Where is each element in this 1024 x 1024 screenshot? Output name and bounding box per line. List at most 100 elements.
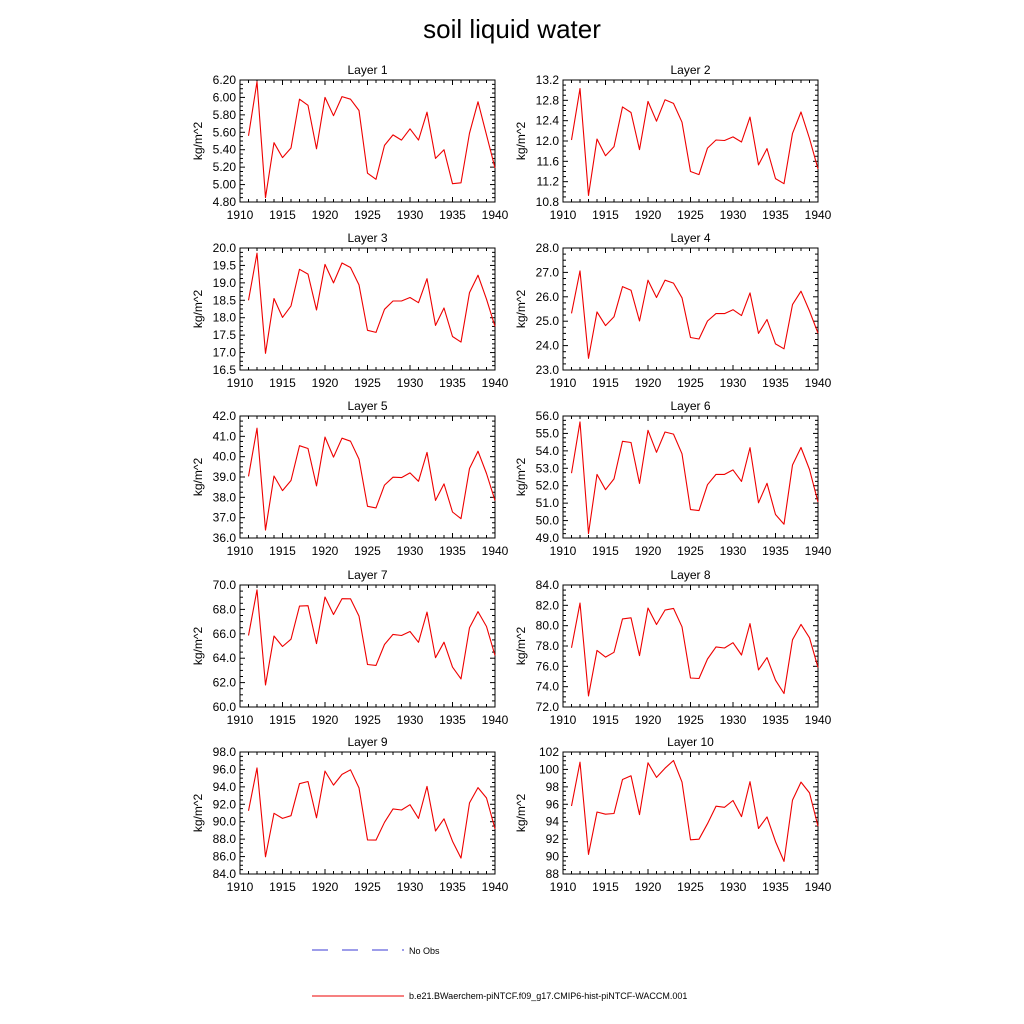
- y-tick-label: 52.0: [536, 479, 560, 493]
- panel-layer-8: Layer 8 1910 1915 1920 1925 1930 1935 1940 72.0 7…: [514, 568, 832, 727]
- y-tick-label: 5.20: [213, 160, 237, 174]
- y-tick-label: 5.40: [213, 143, 237, 157]
- legend-obs-label: No Obs: [409, 946, 440, 956]
- plot-frame: [239, 415, 496, 539]
- y-tick-label: 66.0: [213, 627, 237, 641]
- y-tick-label: 36.0: [213, 531, 237, 545]
- y-tick-label: 94.0: [213, 780, 237, 794]
- x-tick-label: 1930: [397, 544, 424, 558]
- y-tick-label: 37.0: [213, 511, 237, 525]
- x-tick-label: 1910: [550, 544, 577, 558]
- x-tick-label: 1920: [312, 880, 339, 894]
- y-tick-label: 78.0: [536, 639, 560, 653]
- x-tick-label: 1930: [720, 713, 747, 727]
- panel-title: Layer 2: [670, 63, 710, 77]
- y-tick-label: 62.0: [213, 676, 237, 690]
- panel-layer-6: Layer 6 1910 1915 1920 1925 1930 1935 1940 49.0 5…: [514, 399, 832, 558]
- panel-layer-4: Layer 4 1910 1915 1920 1925 1930 1935 1940 23.0 2…: [514, 231, 832, 390]
- y-tick-label: 90.0: [213, 815, 237, 829]
- legend: No Obs b.e21.BWaerchem-piNTCF.f09_g17.CMI…: [312, 946, 687, 1001]
- x-tick-label: 1915: [592, 713, 619, 727]
- plot-frame: [562, 79, 819, 203]
- y-tick-label: 28.0: [536, 241, 560, 255]
- y-tick-label: 17.5: [213, 328, 237, 342]
- y-tick-label: 27.0: [536, 265, 560, 279]
- y-tick-label: 49.0: [536, 531, 560, 545]
- y-tick-label: 96.0: [213, 762, 237, 776]
- x-tick-label: 1940: [805, 208, 832, 222]
- y-tick-label: 6.00: [213, 90, 237, 104]
- x-tick-label: 1930: [397, 208, 424, 222]
- plot-frame: [239, 584, 496, 708]
- y-tick-label: 54.0: [536, 444, 560, 458]
- x-tick-label: 1920: [635, 208, 662, 222]
- y-tick-label: 88.0: [213, 832, 237, 846]
- plot-frame: [562, 247, 819, 371]
- x-tick-label: 1925: [677, 713, 704, 727]
- y-tick-label: 96: [546, 797, 560, 811]
- x-tick-label: 1925: [354, 880, 381, 894]
- series-line: [247, 81, 496, 199]
- x-tick-label: 1910: [550, 208, 577, 222]
- x-tick-label: 1940: [805, 544, 832, 558]
- y-tick-label: 92.0: [213, 797, 237, 811]
- x-tick-label: 1920: [635, 880, 662, 894]
- y-tick-label: 19.5: [213, 258, 237, 272]
- x-tick-label: 1940: [805, 713, 832, 727]
- y-tick-label: 18.5: [213, 293, 237, 307]
- x-tick-label: 1915: [269, 544, 296, 558]
- y-tick-label: 12.8: [536, 93, 560, 107]
- x-tick-label: 1915: [592, 376, 619, 390]
- x-tick-label: 1935: [439, 880, 466, 894]
- y-axis-label: kg/m^2: [514, 122, 528, 161]
- panel-title: Layer 1: [347, 63, 387, 77]
- x-tick-label: 1910: [227, 376, 254, 390]
- series-line: [570, 602, 819, 697]
- x-tick-label: 1920: [312, 713, 339, 727]
- y-tick-label: 60.0: [213, 700, 237, 714]
- x-tick-label: 1925: [354, 376, 381, 390]
- panel-layer-7: Layer 7 1910 1915 1920 1925 1930 1935 1940 60.0 6…: [191, 568, 509, 727]
- x-tick-label: 1935: [439, 376, 466, 390]
- x-tick-label: 1930: [397, 376, 424, 390]
- y-tick-label: 51.0: [536, 496, 560, 510]
- x-tick-label: 1930: [720, 208, 747, 222]
- y-tick-label: 102: [539, 745, 559, 759]
- y-axis-label: kg/m^2: [191, 458, 205, 497]
- x-tick-label: 1910: [227, 544, 254, 558]
- x-tick-label: 1930: [397, 713, 424, 727]
- panel-title: Layer 3: [347, 231, 387, 245]
- y-tick-label: 92: [546, 832, 560, 846]
- y-tick-label: 4.80: [213, 195, 237, 209]
- series-line: [247, 767, 496, 859]
- y-tick-label: 17.0: [213, 346, 237, 360]
- x-tick-label: 1915: [592, 544, 619, 558]
- x-tick-label: 1940: [482, 208, 509, 222]
- x-tick-label: 1920: [635, 713, 662, 727]
- x-tick-label: 1935: [762, 880, 789, 894]
- panel-layer-5: Layer 5 1910 1915 1920 1925 1930 1935 1940 36.0 3…: [191, 399, 509, 558]
- y-tick-label: 82.0: [536, 598, 560, 612]
- y-tick-label: 10.8: [536, 195, 560, 209]
- x-tick-label: 1930: [720, 544, 747, 558]
- series-line: [247, 252, 496, 354]
- x-tick-label: 1940: [482, 880, 509, 894]
- x-tick-label: 1920: [635, 376, 662, 390]
- y-tick-label: 98: [546, 780, 560, 794]
- panel-layer-9: Layer 9 1910 1915 1920 1925 1930 1935 1940 84.0 8…: [191, 735, 509, 894]
- panel-title: Layer 6: [670, 399, 710, 413]
- x-tick-label: 1935: [439, 544, 466, 558]
- x-tick-label: 1935: [762, 544, 789, 558]
- y-tick-label: 13.2: [536, 73, 560, 87]
- x-tick-label: 1925: [677, 880, 704, 894]
- x-tick-label: 1920: [312, 376, 339, 390]
- y-tick-label: 90: [546, 850, 560, 864]
- y-tick-label: 70.0: [213, 578, 237, 592]
- x-tick-label: 1910: [550, 713, 577, 727]
- series-line: [570, 421, 819, 535]
- y-axis-label: kg/m^2: [514, 627, 528, 666]
- x-tick-label: 1935: [762, 713, 789, 727]
- y-tick-label: 12.4: [536, 114, 560, 128]
- panel-title: Layer 9: [347, 735, 387, 749]
